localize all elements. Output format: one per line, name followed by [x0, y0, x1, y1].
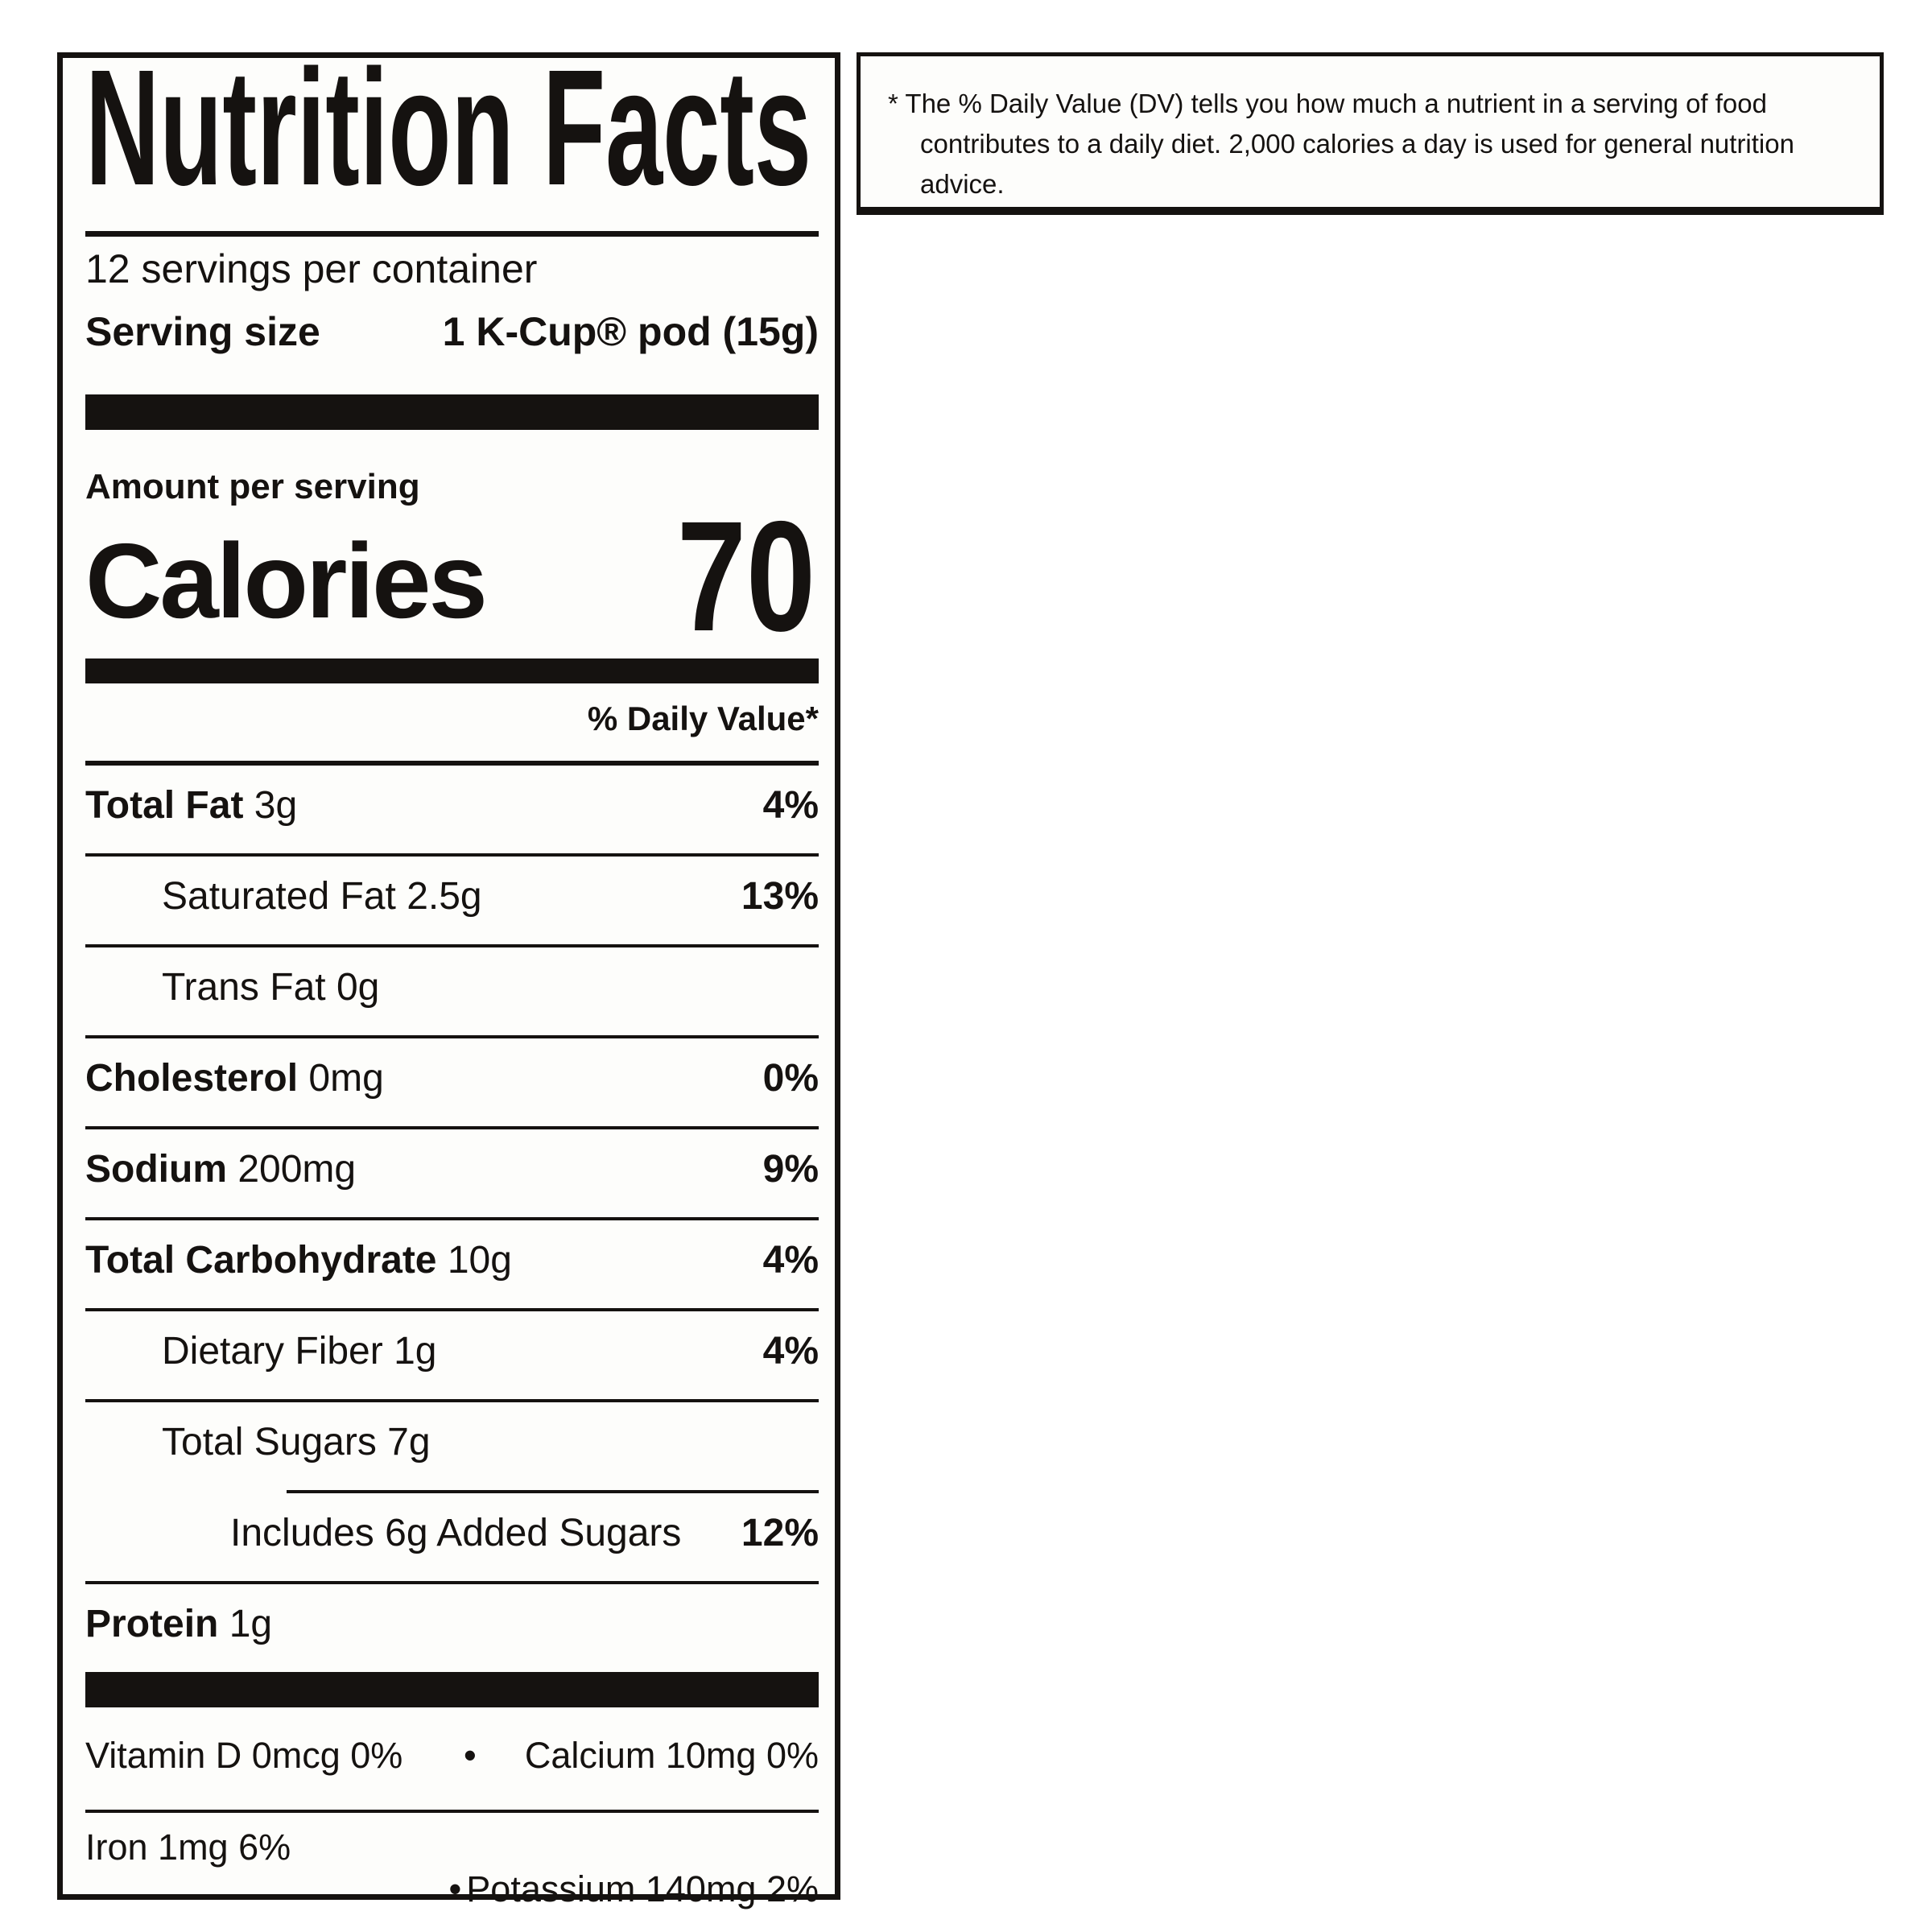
nutrient-dv: 12% [741, 1512, 819, 1554]
micronutrient-row-1: Vitamin D 0mcg 0% • Calcium 10mg 0% [85, 1707, 819, 1813]
nutrient-name: Total Sugars [162, 1421, 377, 1463]
nutrient-name: Includes 6g Added Sugars [230, 1512, 682, 1554]
nutrient-amount: 0mg [308, 1057, 384, 1100]
nutrition-label: Nutrition Facts 12 servings per containe… [57, 52, 840, 1909]
calories-value: 70 [677, 514, 815, 634]
nutrient-amount: 1g [394, 1330, 437, 1373]
row-cholesterol: Cholesterol 0mg 0% [85, 1038, 819, 1129]
iron-value: Iron 1mg 6% [85, 1827, 291, 1868]
row-dietary-fiber: Dietary Fiber 1g 4% [85, 1311, 819, 1402]
row-saturated-fat: Saturated Fat 2.5g 13% [85, 857, 819, 947]
nutrient-amount: 0g [336, 966, 380, 1009]
nutrient-dv: 4% [762, 784, 819, 827]
serving-size-value: 1 K-Cup® pod (15g) [442, 309, 819, 354]
footnote-box: * The % Daily Value (DV) tells you how m… [857, 52, 1884, 215]
row-added-sugars: Includes 6g Added Sugars 12% [85, 1493, 819, 1584]
serving-size-row: Serving size 1 K-Cup® pod (15g) [85, 304, 819, 359]
calories-label: Calories [85, 522, 488, 640]
nutrient-name: Sodium [85, 1148, 227, 1191]
nutrient-dv: 13% [741, 875, 819, 918]
row-trans-fat: Trans Fat 0g [85, 947, 819, 1038]
row-protein: Protein 1g [85, 1584, 819, 1672]
nutrient-amount: 200mg [237, 1148, 357, 1191]
thick-bar-top [85, 394, 819, 430]
title-rule-divider [85, 231, 819, 237]
calories-row: Calories 70 [85, 514, 819, 634]
label-title-block: Nutrition Facts [85, 60, 811, 196]
servings-per-container: 12 servings per container [85, 246, 538, 291]
nutrient-name: Cholesterol [85, 1057, 299, 1100]
nutrient-dv: 9% [762, 1148, 819, 1191]
nutrient-name: Total Fat [85, 784, 244, 827]
nutrient-name: Total Carbohydrate [85, 1239, 437, 1282]
vitamin-d-value: Vitamin D 0mcg 0% [85, 1735, 403, 1776]
nutrient-amount: 3g [254, 784, 298, 827]
daily-value-header: % Daily Value* [85, 683, 819, 766]
nutrient-name: Protein [85, 1603, 219, 1645]
micronutrient-row-2: Iron 1mg 6% • Potassium 140mg 2% [85, 1813, 819, 1909]
serving-size-label: Serving size [85, 309, 320, 354]
row-total-carbohydrate: Total Carbohydrate 10g 4% [85, 1220, 819, 1311]
row-total-sugars: Total Sugars 7g [85, 1402, 819, 1490]
bullet-separator: • [464, 1735, 477, 1776]
nutrient-name: Saturated Fat [162, 875, 396, 918]
nutrient-amount: 1g [229, 1603, 273, 1645]
label-title: Nutrition Facts [85, 60, 811, 196]
nutrient-dv: 4% [762, 1239, 819, 1282]
footnote-line-2: contributes to a daily diet. 2,000 calor… [920, 129, 1794, 199]
nutrient-amount: 2.5g [407, 875, 482, 918]
thick-bar-vitamins [85, 1672, 819, 1707]
nutrient-name: Trans Fat [162, 966, 326, 1009]
nutrient-dv: 0% [762, 1057, 819, 1100]
nutrient-amount: 7g [387, 1421, 431, 1463]
calories-value-block: 70 [677, 514, 815, 634]
row-sodium: Sodium 200mg 9% [85, 1129, 819, 1220]
nutrient-dv: 4% [762, 1330, 819, 1373]
nutrient-name: Dietary Fiber [162, 1330, 383, 1373]
nutrient-amount: 10g [447, 1239, 512, 1282]
potassium-value: Potassium 140mg 2% [466, 1868, 819, 1909]
footnote-line-1: * The % Daily Value (DV) tells you how m… [888, 89, 1767, 118]
bullet-separator: • [448, 1868, 462, 1909]
calcium-value: Calcium 10mg 0% [524, 1735, 819, 1776]
amount-per-serving: Amount per serving [85, 467, 420, 506]
thick-bar-calories [85, 658, 819, 683]
added-sugars-divider [287, 1490, 819, 1493]
row-total-fat: Total Fat 3g 4% [85, 766, 819, 857]
